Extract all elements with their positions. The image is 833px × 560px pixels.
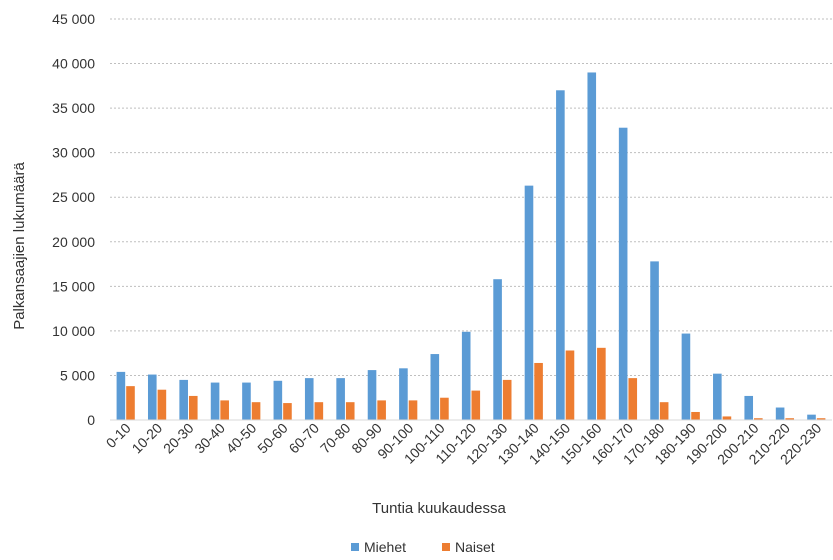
- legend-label-naiset: Naiset: [455, 539, 495, 555]
- legend-swatch-naiset: [442, 543, 450, 551]
- bar-naiset: [534, 362, 543, 420]
- x-tick-label: 20-30: [160, 420, 197, 457]
- x-tick-label: 40-50: [223, 420, 260, 457]
- bar-naiset: [597, 347, 606, 420]
- bar-naiset: [314, 402, 324, 420]
- bar-miehet: [587, 72, 597, 420]
- bar-miehet: [336, 378, 345, 420]
- bar-naiset: [345, 402, 355, 420]
- bar-miehet: [461, 331, 471, 420]
- legend-swatch-miehet: [351, 543, 359, 551]
- bar-naiset: [377, 400, 386, 420]
- legend: Miehet Naiset: [351, 539, 495, 555]
- y-tick-label: 20 000: [52, 234, 95, 250]
- y-axis-ticks: 0 5 000 10 000 15 000 20 000 25 000 30 000 35 0…: [52, 11, 95, 428]
- bar-miehet: [493, 279, 502, 420]
- bar-naiset: [785, 418, 795, 420]
- bar-naiset: [408, 400, 418, 420]
- x-tick-label: 10-20: [129, 420, 166, 457]
- bar-naiset: [188, 395, 198, 420]
- bar-miehet: [430, 354, 440, 420]
- y-tick-label: 15 000: [52, 278, 95, 294]
- y-tick-label: 35 000: [52, 100, 95, 116]
- gridlines: [110, 18, 832, 376]
- bar-naiset: [220, 400, 229, 420]
- bar-naiset: [691, 411, 700, 420]
- bar-naiset: [440, 397, 449, 420]
- bar-miehet: [524, 185, 534, 420]
- bar-miehet: [618, 127, 628, 421]
- bar-miehet: [273, 380, 283, 420]
- bar-miehet: [304, 378, 314, 420]
- y-tick-label: 45 000: [52, 11, 95, 27]
- bar-miehet: [556, 90, 565, 421]
- y-tick-label: 40 000: [52, 56, 95, 72]
- x-tick-label: 70-80: [317, 420, 354, 457]
- bar-naiset: [659, 402, 669, 420]
- bar-naiset: [565, 350, 575, 420]
- bar-naiset: [471, 390, 481, 420]
- bar-miehet: [775, 407, 785, 420]
- bar-miehet: [744, 395, 754, 420]
- bar-naiset: [722, 416, 732, 420]
- bar-naiset: [628, 378, 638, 420]
- bar-miehet: [116, 371, 126, 420]
- x-axis-title: Tuntia kuukaudessa: [372, 500, 506, 517]
- y-tick-label: 25 000: [52, 189, 95, 205]
- bar-miehet: [147, 374, 157, 420]
- y-tick-label: 5 000: [60, 367, 95, 383]
- bar-naiset: [251, 402, 261, 420]
- bar-miehet: [681, 333, 691, 420]
- bar-miehet: [210, 382, 220, 420]
- x-tick-label: 30-40: [191, 420, 228, 457]
- x-axis-ticks: 0-1010-2020-3030-4040-5050-6060-7070-808…: [103, 420, 825, 468]
- bar-miehet: [242, 382, 251, 420]
- bar-miehet: [713, 373, 722, 420]
- bar-naiset: [816, 418, 826, 420]
- bar-naiset: [126, 386, 135, 420]
- legend-label-miehet: Miehet: [364, 539, 406, 555]
- bar-miehet: [807, 414, 816, 420]
- x-tick-label: 50-60: [254, 420, 291, 457]
- bars: [116, 72, 826, 421]
- bar-naiset: [502, 379, 512, 420]
- bar-naiset: [754, 418, 763, 420]
- bar-miehet: [650, 261, 659, 420]
- x-tick-label: 60-70: [286, 420, 323, 457]
- bar-miehet: [179, 379, 188, 420]
- y-tick-label: 10 000: [52, 323, 95, 339]
- y-tick-label: 0: [87, 412, 95, 428]
- y-tick-label: 30 000: [52, 145, 95, 161]
- y-axis-title: Palkansaajien lukumäärä: [11, 162, 28, 330]
- bar-miehet: [399, 368, 408, 420]
- bar-naiset: [157, 389, 167, 420]
- bar-naiset: [283, 403, 292, 420]
- bar-miehet: [367, 370, 377, 420]
